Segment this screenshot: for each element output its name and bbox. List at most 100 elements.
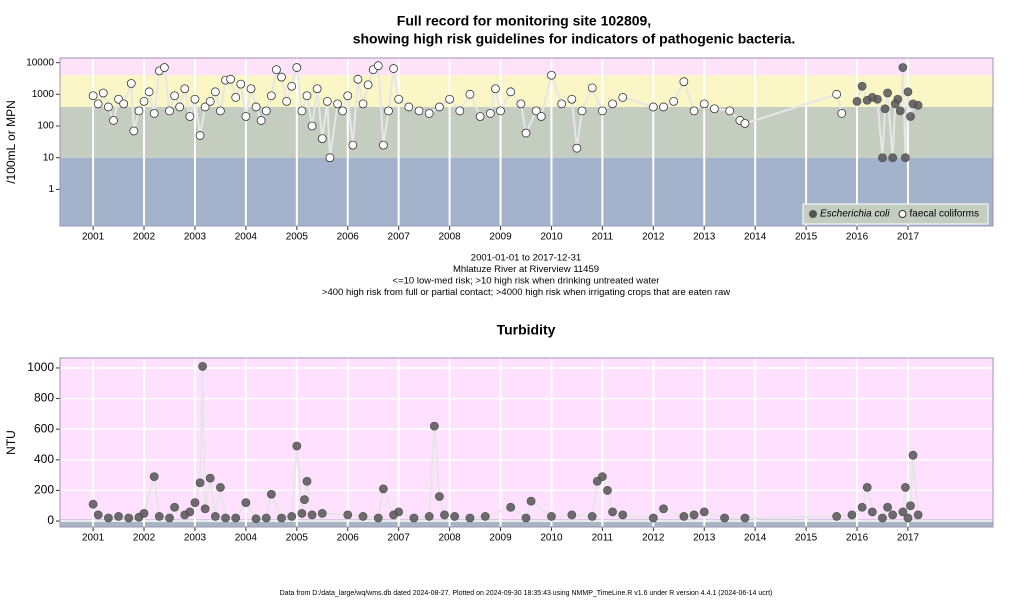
data-point — [317, 134, 327, 144]
x-tick-label: 2010 — [540, 232, 563, 243]
data-point — [103, 513, 113, 523]
data-point — [526, 496, 536, 506]
data-point — [587, 83, 597, 93]
data-point — [282, 96, 292, 106]
data-point — [216, 106, 225, 116]
data-point — [139, 96, 149, 106]
data-point — [880, 104, 890, 114]
data-point — [287, 512, 297, 521]
guideline-band — [60, 58, 993, 76]
x-tick-label: 2014 — [744, 232, 767, 243]
data-point — [231, 513, 241, 523]
data-point — [190, 498, 200, 508]
data-point — [725, 106, 735, 116]
x-tick-label: 2013 — [693, 232, 716, 243]
data-point — [277, 72, 286, 82]
data-point — [200, 102, 210, 112]
data-point — [898, 63, 908, 72]
data-point — [307, 121, 317, 131]
guideline-band — [60, 519, 993, 527]
data-point — [699, 99, 709, 109]
data-point — [103, 102, 113, 112]
data-point — [857, 81, 867, 91]
data-point — [547, 512, 556, 521]
data-point — [475, 112, 485, 121]
data-point — [363, 80, 373, 90]
x-tick-label: 2006 — [337, 533, 360, 544]
data-point — [394, 94, 404, 104]
y-axis-label: /100mL or MPN — [4, 100, 18, 184]
data-point — [384, 106, 393, 116]
data-point — [343, 510, 353, 520]
legend-marker — [898, 210, 907, 218]
data-point — [154, 512, 164, 521]
y-tick-label: 600 — [34, 421, 54, 435]
plot-frame — [59, 357, 994, 528]
data-point — [906, 501, 915, 511]
x-tick-label: 2014 — [744, 533, 767, 544]
x-tick-label: 2002 — [133, 533, 156, 544]
y-tick-label: 0 — [47, 513, 54, 527]
caption: <=10 low-med risk; >10 high risk when dr… — [393, 276, 660, 287]
data-point — [414, 106, 424, 116]
data-point — [648, 513, 658, 523]
data-point — [832, 89, 842, 99]
data-point — [236, 79, 246, 89]
data-point — [883, 88, 892, 98]
data-point — [878, 153, 887, 163]
data-point — [297, 508, 307, 518]
y-tick-label: 100 — [37, 121, 54, 132]
data-point — [536, 112, 546, 121]
x-tick-label: 2017 — [897, 232, 920, 243]
data-point — [659, 504, 668, 514]
data-point — [832, 512, 842, 521]
chart-title: Turbidity — [497, 322, 556, 338]
x-tick-label: 2010 — [540, 533, 563, 544]
legend-marker — [809, 210, 817, 218]
data-point — [557, 99, 567, 109]
x-tick-label: 2004 — [235, 232, 258, 243]
data-point — [659, 102, 668, 112]
x-tick-label: 2009 — [489, 533, 512, 544]
data-point — [338, 106, 348, 116]
data-point — [266, 489, 276, 499]
data-point — [185, 507, 195, 517]
data-point — [378, 484, 388, 494]
data-point — [888, 153, 898, 163]
data-point — [226, 74, 236, 84]
data-point — [312, 84, 322, 94]
data-point — [216, 482, 225, 492]
data-point — [343, 91, 353, 101]
data-point — [409, 513, 419, 523]
data-point — [348, 140, 358, 150]
y-tick-label: 400 — [34, 452, 54, 466]
data-point — [139, 508, 149, 518]
data-point — [322, 96, 332, 106]
data-point — [521, 513, 531, 523]
x-tick-label: 2017 — [897, 533, 920, 544]
data-point — [516, 99, 526, 109]
data-point — [210, 512, 220, 521]
caption: Mhlatuze River at Riverview 11459 — [453, 264, 599, 275]
data-point — [577, 106, 587, 116]
x-tick-label: 2008 — [438, 232, 461, 243]
data-point — [862, 482, 872, 492]
data-point — [378, 140, 388, 150]
data-point — [445, 94, 454, 104]
data-point — [114, 512, 123, 521]
data-point — [256, 116, 266, 125]
data-point — [180, 84, 190, 94]
data-point — [720, 513, 730, 523]
data-point — [888, 510, 898, 520]
data-point — [195, 131, 205, 140]
x-tick-label: 2007 — [388, 533, 411, 544]
data-point — [679, 512, 689, 521]
data-point — [205, 473, 215, 483]
data-point — [648, 102, 658, 112]
data-point — [895, 106, 905, 116]
data-point — [450, 512, 460, 521]
data-point — [195, 478, 205, 488]
x-tick-label: 2002 — [133, 232, 156, 243]
data-point — [109, 116, 118, 125]
caption: >400 high risk from full or partial cont… — [322, 287, 730, 298]
